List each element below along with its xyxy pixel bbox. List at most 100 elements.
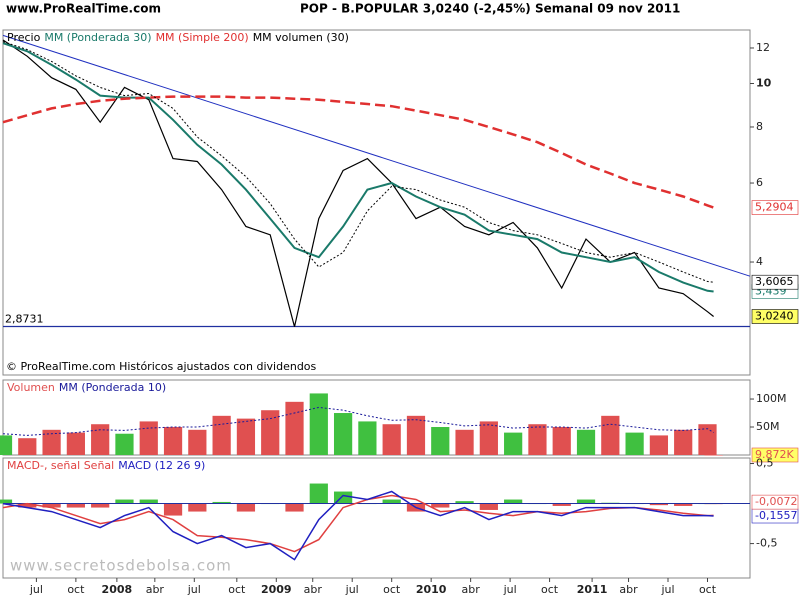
histogram-bar (188, 503, 207, 512)
volume-bar (625, 432, 644, 455)
x-tick-label: 2010 (416, 583, 447, 596)
series-line (2, 41, 714, 283)
value-label: -0,0072 (755, 495, 797, 508)
histogram-bar (163, 503, 183, 516)
legend-entry: MM (Ponderada 30) (44, 31, 151, 44)
histogram-bar (479, 503, 498, 510)
x-tick-label: oct (383, 583, 401, 596)
legend-entry: Volumen (7, 381, 55, 394)
y-tick-label: 12 (756, 41, 770, 54)
x-tick-label: oct (699, 583, 717, 596)
volume-bar (406, 415, 426, 455)
volume-bar (431, 427, 450, 455)
histogram-bar (18, 503, 37, 508)
reference-label: 2,8731 (5, 313, 44, 326)
histogram-bar (0, 499, 13, 504)
x-tick-label: 2008 (102, 583, 133, 596)
volume-bar (42, 429, 61, 455)
volume-bar (552, 427, 571, 455)
x-tick-label: 2009 (261, 583, 292, 596)
histogram-bar (91, 503, 110, 508)
value-label: 3,0240 (755, 310, 794, 323)
volume-bar (382, 424, 401, 455)
y-tick-label: 8 (756, 120, 763, 133)
histogram-bar (649, 503, 669, 506)
copyright: © ProRealTime.com Históricos ajustados c… (6, 360, 317, 373)
volume-bar (236, 418, 256, 455)
histogram-bar (674, 503, 693, 506)
x-tick-label: jul (345, 583, 359, 596)
volume-bar (18, 438, 37, 455)
histogram-bar (236, 503, 256, 512)
legend-entry: MACD (12 26 9) (118, 459, 205, 472)
legend-entry: MM (Ponderada 10) (59, 381, 166, 394)
histogram-bar (66, 503, 85, 508)
value-label-box (751, 309, 799, 324)
value-label-box (751, 447, 799, 463)
volume-bar (698, 424, 717, 455)
x-tick-label: 2011 (577, 583, 608, 596)
price-panel (2, 29, 751, 376)
x-tick-label: abr (462, 583, 481, 596)
y-tick-label: 4 (756, 255, 763, 268)
value-label-box (751, 274, 799, 290)
value-label: 9.872K (755, 448, 794, 461)
volume-bar (358, 421, 377, 455)
histogram-bar (504, 499, 523, 504)
x-tick-label: oct (67, 583, 85, 596)
watermark: www.secretosdebolsa.com (10, 557, 232, 575)
histogram-bar (115, 499, 134, 504)
volume-bar (285, 401, 304, 455)
volume-bar (479, 421, 498, 455)
y-tick-label: 100M (756, 392, 787, 405)
x-tick-label: abr (619, 583, 638, 596)
histogram-bar (552, 503, 571, 506)
y-tick-label: 10 (756, 77, 772, 90)
volume-bar (91, 424, 110, 455)
volume-bar (576, 429, 596, 455)
volume-bar (504, 432, 523, 455)
x-tick-label: jul (660, 583, 674, 596)
volume-bar (704, 454, 723, 456)
series-line (2, 406, 714, 436)
histogram-bar (576, 499, 596, 504)
volume-bar (649, 435, 669, 455)
x-tick-label: oct (228, 583, 246, 596)
volume-bar (333, 413, 353, 455)
legend-entry: MACD-, señal Señal (7, 459, 114, 472)
histogram-bar (285, 503, 304, 512)
chart-title: POP - B.POPULAR 3,0240 (-2,45%) Semanal … (300, 2, 680, 16)
series-line (2, 95, 715, 209)
y-tick-label: 6 (756, 176, 763, 189)
histogram-bar (42, 503, 61, 508)
histogram-bar (431, 503, 450, 508)
trendline (2, 34, 751, 277)
histogram-bar (382, 499, 401, 504)
macd-panel (2, 457, 751, 579)
y-tick-label: 50M (756, 420, 780, 433)
volume-bar (528, 424, 547, 455)
value-label: 5,2904 (755, 201, 794, 214)
volume-bar (309, 393, 328, 455)
site-name: www.ProRealTime.com (6, 2, 161, 16)
volume-bar (455, 429, 474, 455)
y-tick-label: 0,5 (756, 457, 774, 470)
volume-bar (139, 421, 158, 455)
volume-bar (601, 415, 620, 455)
value-label: 3,6065 (755, 275, 794, 288)
x-tick-label: jul (187, 583, 201, 596)
volume-bar (674, 429, 693, 455)
value-label: -0,1557 (755, 509, 797, 522)
value-label-box (751, 494, 799, 510)
x-tick-label: abr (146, 583, 165, 596)
volume-bar (66, 432, 85, 455)
series-line (2, 490, 714, 561)
volume-bar (0, 435, 13, 455)
volume-bar (163, 427, 183, 455)
histogram-bar (455, 501, 474, 504)
volume-bar (115, 433, 134, 455)
volume-bar (212, 415, 231, 455)
value-label-box (751, 200, 799, 215)
x-tick-label: oct (541, 583, 559, 596)
